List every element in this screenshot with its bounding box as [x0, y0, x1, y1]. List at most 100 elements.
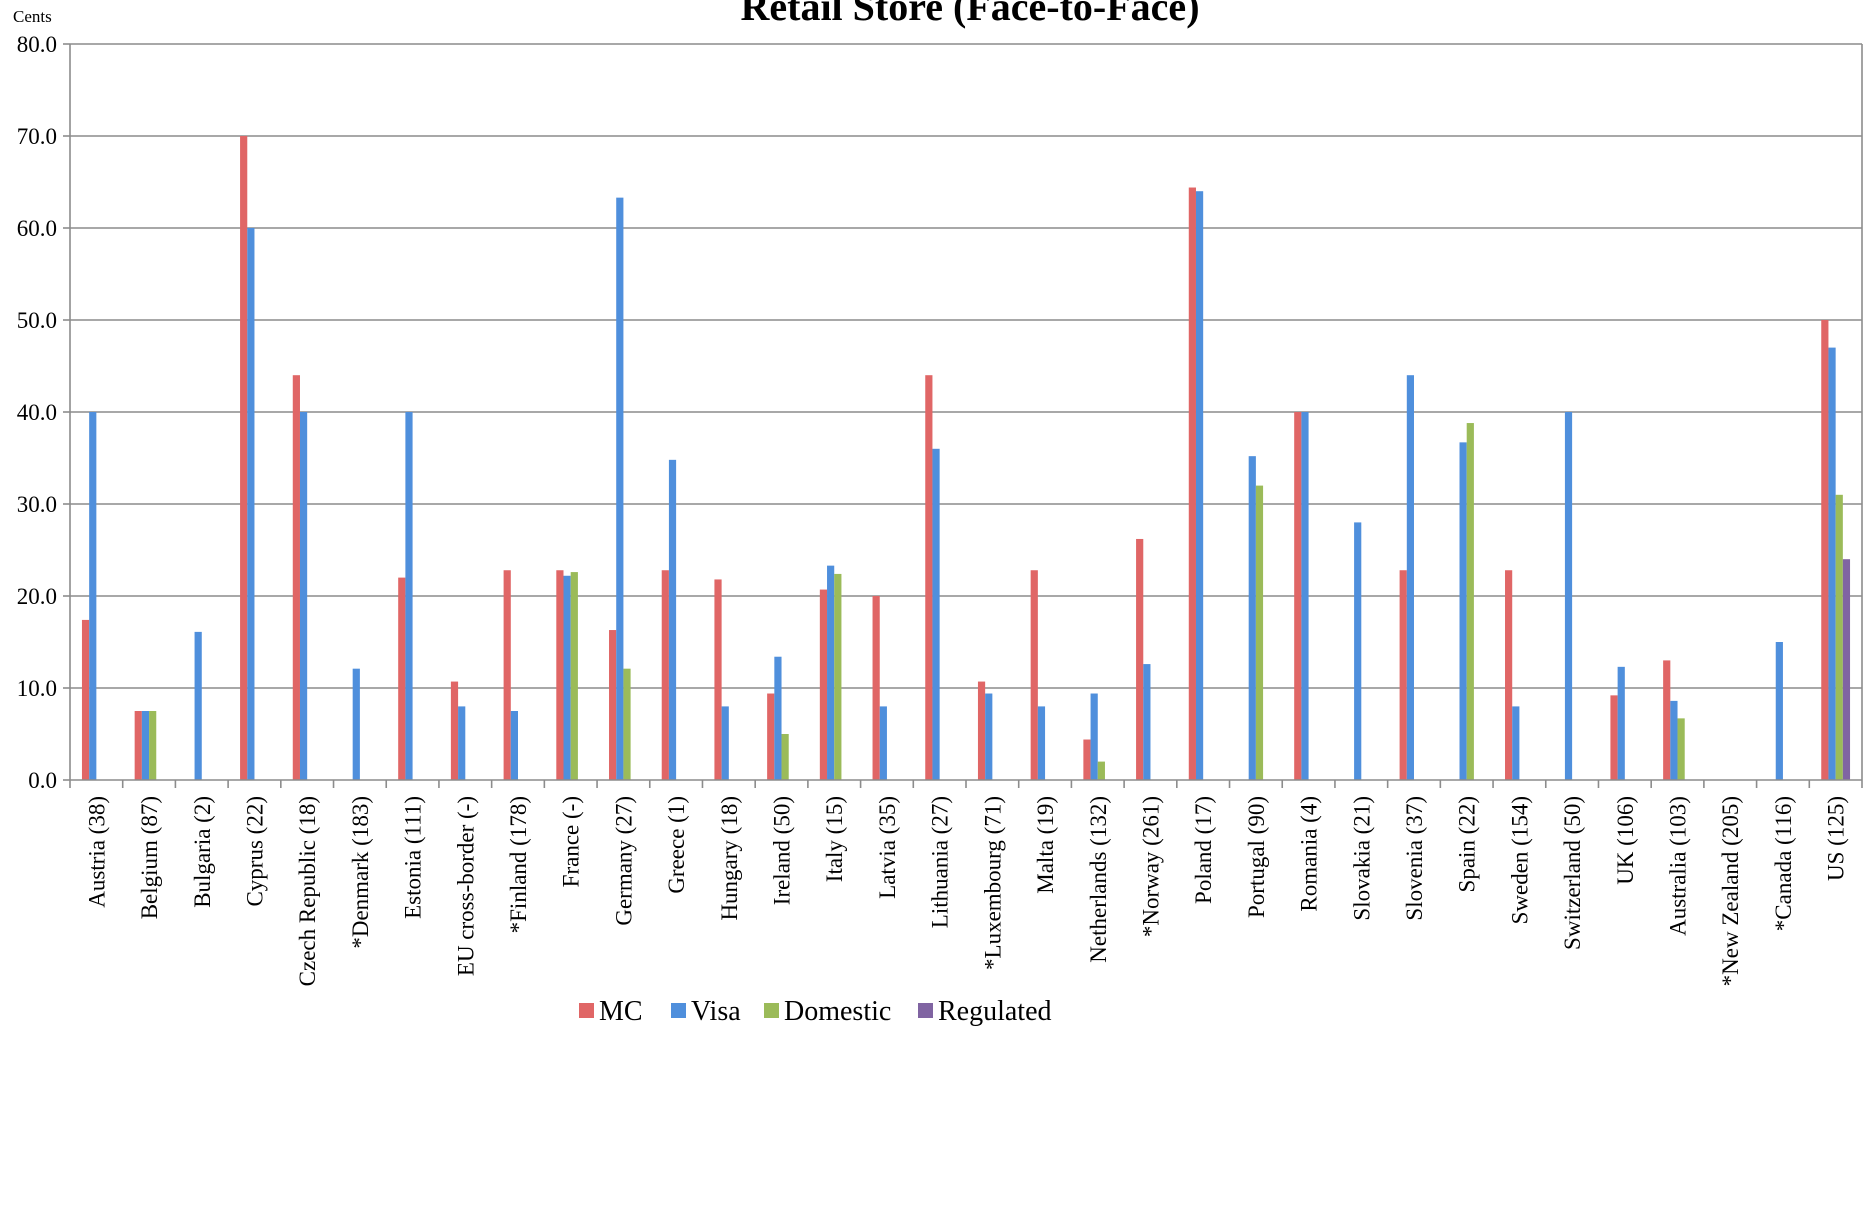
bar-visa — [1406, 375, 1414, 780]
bars — [81, 136, 1851, 780]
bar-visa — [827, 565, 835, 780]
bar-domestic — [149, 711, 157, 780]
x-category-label: US (125) — [1824, 796, 1849, 881]
y-tick-label: 50.0 — [17, 308, 57, 333]
bar-mc — [1030, 570, 1038, 780]
legend-swatch-domestic — [764, 1003, 779, 1018]
x-category-label: *Denmark (183) — [348, 796, 373, 949]
x-category-label: Latvia (35) — [875, 796, 900, 899]
bar-mc — [1188, 187, 1196, 780]
bar-mc — [398, 577, 406, 780]
bar-visa — [774, 656, 782, 780]
x-category-label: Australia (103) — [1666, 796, 1691, 936]
bar-domestic — [570, 572, 578, 780]
x-category-label: Bulgaria (2) — [190, 796, 215, 908]
x-category-label: France (-) — [559, 796, 584, 887]
x-category-label: Hungary (18) — [717, 796, 742, 921]
bar-mc — [81, 619, 90, 780]
x-category-label: Spain (22) — [1455, 796, 1480, 892]
axes — [69, 44, 1863, 788]
bar-mc — [1294, 412, 1302, 780]
x-category-label: Germany (27) — [611, 796, 636, 926]
bar-visa — [1248, 456, 1256, 780]
y-tick-label: 60.0 — [17, 216, 57, 241]
bar-mc — [1399, 570, 1407, 780]
bar-visa — [721, 706, 729, 780]
x-category-label: Slovenia (37) — [1402, 796, 1427, 921]
legend-label-domestic: Domestic — [784, 996, 891, 1027]
bar-mc — [609, 630, 617, 780]
bar-regulated — [1842, 559, 1851, 780]
bar-visa — [1564, 412, 1573, 780]
x-category-label: *Finland (178) — [506, 796, 531, 933]
bar-domestic — [1255, 485, 1264, 780]
x-category-label: *Luxembourg (71) — [980, 796, 1005, 970]
y-tick-label: 40.0 — [17, 400, 57, 425]
bar-domestic — [1677, 718, 1685, 780]
bar-visa — [458, 706, 466, 780]
y-axis-unit-label: Cents — [13, 7, 52, 26]
x-category-label: Estonia (111) — [401, 796, 426, 919]
x-category-label: Switzerland (50) — [1560, 796, 1585, 950]
x-category-label: Malta (19) — [1033, 796, 1058, 894]
bar-visa — [141, 711, 150, 780]
bar-mc — [1663, 660, 1671, 780]
bar-mc — [1821, 320, 1829, 780]
legend-label-mc: MC — [599, 996, 643, 1027]
legend: MC Visa Domestic Regulated — [579, 996, 1052, 1027]
bar-visa — [932, 448, 940, 780]
bar-domestic — [781, 734, 789, 780]
y-tick-label: 10.0 — [17, 676, 57, 701]
bar-domestic — [623, 668, 631, 780]
bar-visa — [879, 706, 887, 780]
x-category-label: *New Zealand (205) — [1718, 796, 1743, 986]
bar-visa — [1775, 642, 1783, 780]
bar-visa — [1301, 412, 1309, 780]
y-tick-label: 80.0 — [17, 32, 57, 57]
bar-mc — [819, 589, 828, 780]
bar-mc — [292, 375, 300, 780]
x-category-label: Poland (17) — [1191, 796, 1216, 904]
bar-mc — [1505, 570, 1513, 780]
bar-mc — [767, 693, 775, 780]
bar-visa — [194, 631, 202, 780]
bar-mc — [450, 681, 459, 780]
bar-visa — [299, 412, 308, 780]
bar-mc — [503, 570, 511, 780]
x-category-label: Belgium (87) — [137, 796, 162, 919]
x-category-label: EU cross-border (-) — [453, 796, 478, 976]
bar-mc — [714, 579, 722, 780]
x-category-label: Netherlands (132) — [1086, 796, 1111, 963]
legend-swatch-mc — [579, 1003, 594, 1018]
bar-visa — [89, 412, 97, 780]
x-category-label: *Norway (261) — [1138, 796, 1163, 937]
x-category-label: UK (106) — [1613, 796, 1638, 885]
bar-visa — [1090, 693, 1098, 780]
x-category-label: Greece (1) — [664, 796, 689, 894]
chart-title: Retail Store (Face-to-Face) — [740, 0, 1199, 29]
x-category-label: Slovakia (21) — [1349, 796, 1374, 921]
bar-domestic — [1835, 494, 1843, 780]
bar-visa — [1617, 666, 1625, 780]
bar-visa — [563, 575, 571, 780]
bar-domestic — [1466, 423, 1474, 780]
y-axis-tick-labels: 0.0 10.0 20.0 30.0 40.0 50.0 60.0 70.0 80.0 — [17, 32, 57, 793]
x-category-label: Italy (15) — [822, 796, 847, 882]
bar-visa — [1459, 442, 1467, 780]
bar-visa — [247, 228, 255, 780]
bar-mc — [134, 711, 142, 780]
bar-mc — [1136, 538, 1144, 780]
bar-mc — [1083, 739, 1091, 780]
bar-mc — [661, 570, 669, 780]
x-category-label: Cyprus (22) — [242, 796, 267, 907]
bar-mc — [556, 570, 564, 780]
bar-visa — [1037, 706, 1046, 780]
bar-visa — [405, 412, 413, 780]
y-tick-label: 20.0 — [17, 584, 57, 609]
x-category-label: Romania (4) — [1297, 796, 1322, 912]
bar-domestic — [1097, 761, 1105, 780]
y-tick-label: 0.0 — [28, 768, 57, 793]
x-category-label: Austria (38) — [84, 796, 109, 908]
bar-mc — [977, 681, 986, 780]
